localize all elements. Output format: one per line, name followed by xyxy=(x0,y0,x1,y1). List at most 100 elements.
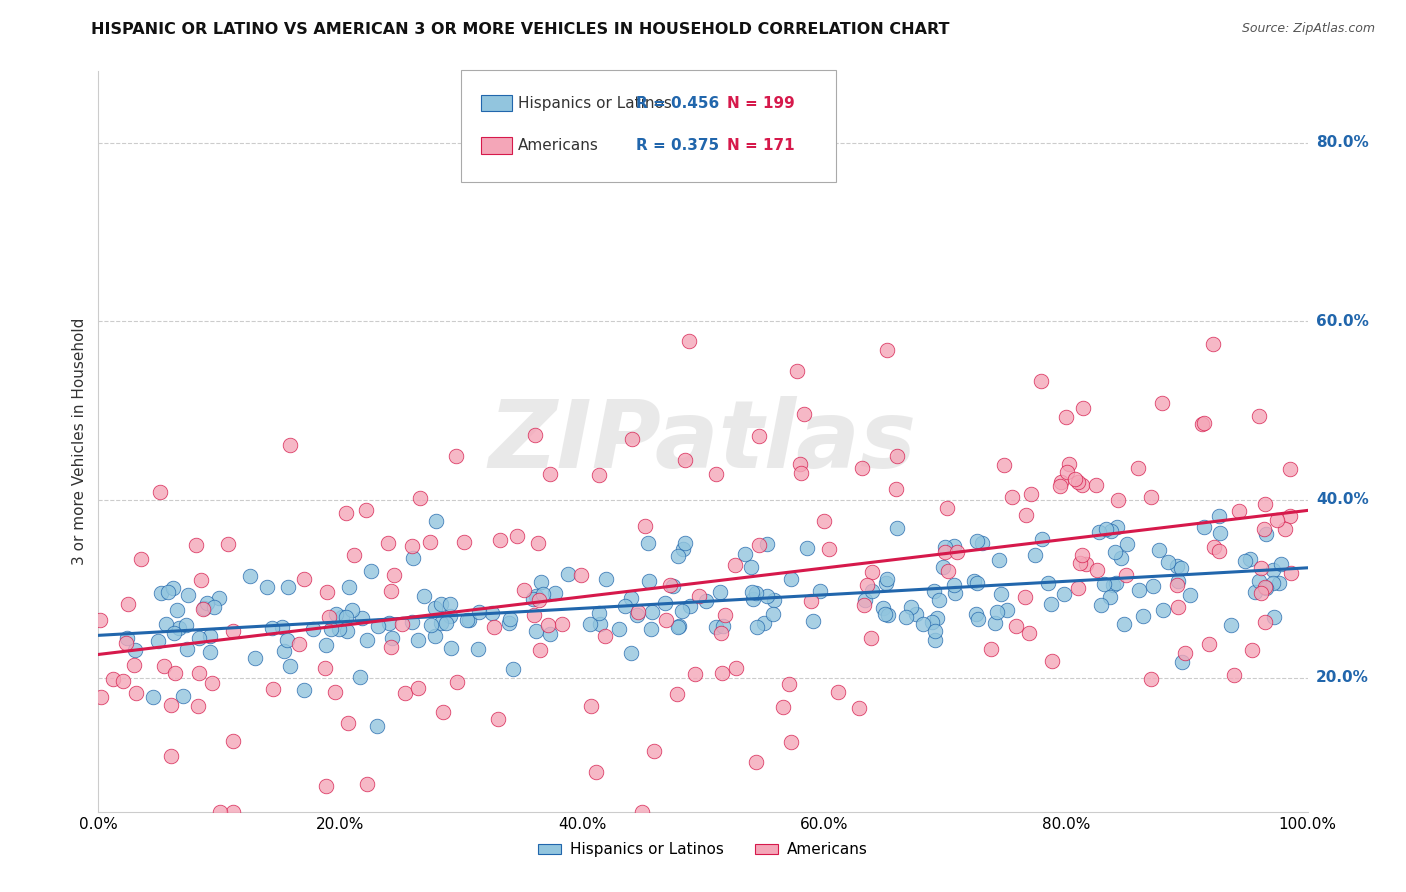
Point xyxy=(724,661,747,675)
Point xyxy=(1254,580,1277,594)
Point xyxy=(626,607,648,622)
Point xyxy=(538,467,561,481)
Point xyxy=(1166,578,1188,592)
Point xyxy=(1024,548,1046,562)
Point xyxy=(900,600,922,615)
Point xyxy=(187,666,209,681)
Point xyxy=(1171,655,1194,669)
Point xyxy=(980,642,1002,657)
Point xyxy=(1198,637,1220,651)
Point xyxy=(177,588,200,602)
Point xyxy=(741,591,763,606)
Point xyxy=(243,651,266,665)
Point xyxy=(588,468,610,483)
Point xyxy=(337,715,360,730)
Point xyxy=(589,617,612,632)
Point xyxy=(430,615,453,630)
Point xyxy=(662,579,685,593)
Point xyxy=(456,613,478,627)
Point xyxy=(115,636,138,650)
Point xyxy=(208,591,231,605)
Point xyxy=(942,578,965,592)
Point xyxy=(380,640,402,654)
Point xyxy=(165,665,187,680)
Point xyxy=(1279,509,1302,524)
Point xyxy=(848,701,870,715)
Point xyxy=(149,586,172,600)
Point xyxy=(439,609,461,624)
Point xyxy=(1140,490,1163,504)
Point xyxy=(1128,582,1150,597)
Point xyxy=(762,607,785,621)
Point xyxy=(872,600,894,615)
Point xyxy=(1152,603,1174,617)
Point xyxy=(163,626,186,640)
Point xyxy=(1050,475,1073,489)
Point xyxy=(484,620,506,634)
Point xyxy=(328,622,350,636)
Point xyxy=(1270,557,1292,571)
Point xyxy=(1036,575,1059,590)
Point xyxy=(1194,416,1216,430)
Point xyxy=(593,629,616,643)
Point xyxy=(530,574,553,589)
Point xyxy=(779,734,801,748)
Text: N = 199: N = 199 xyxy=(727,95,794,111)
Point xyxy=(202,600,225,615)
Point xyxy=(790,467,813,481)
Text: ZIPatlas: ZIPatlas xyxy=(489,395,917,488)
Point xyxy=(187,631,209,645)
Point xyxy=(366,719,388,733)
Point xyxy=(529,643,551,657)
Point xyxy=(1088,524,1111,539)
Point xyxy=(432,705,454,719)
Point xyxy=(641,605,664,619)
Point xyxy=(1015,508,1038,523)
Point xyxy=(401,539,423,553)
Point xyxy=(620,591,643,605)
Point xyxy=(1263,563,1285,577)
Point xyxy=(1071,478,1094,492)
Point xyxy=(1126,461,1149,475)
Point xyxy=(688,589,710,603)
Point xyxy=(666,549,689,563)
Point xyxy=(531,587,554,601)
Point xyxy=(89,613,111,627)
Point xyxy=(1095,522,1118,536)
Point xyxy=(925,611,948,625)
Point xyxy=(1092,577,1115,591)
Point xyxy=(668,619,690,633)
Point xyxy=(367,619,389,633)
Point xyxy=(430,598,453,612)
Point xyxy=(817,541,839,556)
Point xyxy=(638,574,661,588)
Point xyxy=(278,438,301,452)
Point xyxy=(853,592,876,607)
Point xyxy=(499,612,522,626)
Point xyxy=(986,606,1008,620)
Point xyxy=(1254,615,1277,630)
FancyBboxPatch shape xyxy=(481,137,512,153)
Point xyxy=(1054,410,1077,425)
Point xyxy=(922,583,945,598)
Point xyxy=(620,646,643,660)
Point xyxy=(1069,557,1091,571)
Point xyxy=(1064,472,1087,486)
Point xyxy=(131,552,153,566)
Point xyxy=(1056,465,1078,479)
FancyBboxPatch shape xyxy=(461,70,837,183)
Point xyxy=(409,491,432,505)
Point xyxy=(523,607,546,622)
Point xyxy=(271,620,294,634)
Point xyxy=(434,616,457,631)
Point xyxy=(1249,409,1271,424)
Point xyxy=(1085,563,1108,577)
Point xyxy=(278,658,301,673)
Point xyxy=(187,699,209,714)
Point xyxy=(673,536,696,550)
Point xyxy=(1115,568,1137,582)
Point xyxy=(336,624,359,639)
Point xyxy=(273,644,295,658)
Point xyxy=(172,689,194,703)
Point xyxy=(859,632,882,646)
